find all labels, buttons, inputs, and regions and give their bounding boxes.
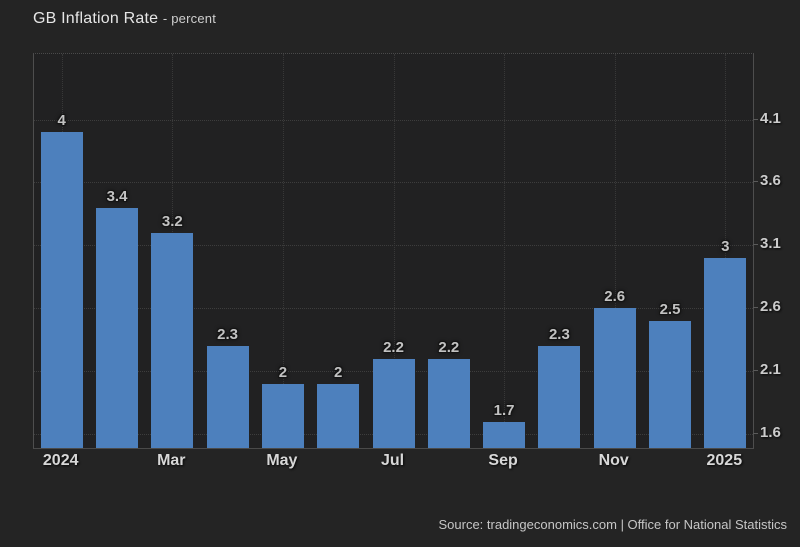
gridline-vertical <box>504 54 506 448</box>
bar-2024[interactable]: 4 <box>40 112 83 448</box>
x-axis-label-2025: 2025 <box>706 452 743 469</box>
bar-value-label: 1.7 <box>493 401 515 419</box>
bar-value-label: 2.5 <box>659 300 681 318</box>
bar-value-label: 2.2 <box>438 338 460 356</box>
chart-title-text: GB Inflation Rate <box>33 10 159 27</box>
bar-may[interactable]: 2 <box>261 364 304 448</box>
y-axis-tick-mark <box>753 370 758 372</box>
plot-area: 4 3.4 3.2 2.3 2 2 2.2 2.2 1.7 2.3 2.6 2.5 3 <box>33 53 754 449</box>
bar-value-label: 2.3 <box>548 326 570 343</box>
x-axis-label-mar: Mar <box>157 452 186 469</box>
source-attribution: Source: tradingeconomics.com | Office fo… <box>438 517 787 532</box>
y-axis-label: 3.6 <box>760 172 781 190</box>
chart-subtitle-text: - percent <box>162 11 217 26</box>
y-axis-tick-mark <box>753 244 758 246</box>
bar-nov[interactable]: 2.6 <box>593 288 636 448</box>
x-axis-label-jul: Jul <box>380 452 405 469</box>
bar-value-label: 2 <box>278 363 288 381</box>
bar-2025[interactable]: 3 <box>704 238 747 448</box>
y-axis-label: 3.1 <box>760 235 781 253</box>
chart-title: GB Inflation Rate - percent <box>33 10 216 28</box>
bar-value-label: 3 <box>721 237 730 255</box>
bar-oct[interactable]: 2.3 <box>538 326 581 448</box>
gridline-vertical <box>393 54 395 448</box>
y-axis-tick-mark <box>753 433 758 435</box>
bar-mar[interactable]: 3.2 <box>151 213 194 448</box>
y-axis-label: 2.1 <box>760 361 781 379</box>
y-axis-label: 1.6 <box>760 424 781 442</box>
bar-apr[interactable]: 2.3 <box>206 326 249 448</box>
bar-jun[interactable]: 2 <box>317 364 360 448</box>
bar-value-label: 4 <box>57 112 66 129</box>
bar-value-label: 2.6 <box>604 288 626 306</box>
bar-value-label: 3.4 <box>106 187 128 205</box>
bar-value-label: 2.2 <box>383 338 404 356</box>
y-axis-label: 4.1 <box>760 109 781 127</box>
x-axis-label-2024: 2024 <box>42 452 79 469</box>
bar-value-label: 2 <box>334 363 343 381</box>
y-axis-tick-mark <box>753 307 758 309</box>
x-axis-label-may: May <box>266 452 298 469</box>
bar-value-label: 3.2 <box>161 212 183 230</box>
bar-feb[interactable]: 3.4 <box>96 188 138 448</box>
y-axis-label: 2.6 <box>760 298 781 316</box>
bar-sep[interactable]: 1.7 <box>483 402 526 448</box>
gridline-vertical <box>282 54 284 448</box>
x-axis-label-nov: Nov <box>598 452 629 469</box>
gridline-vertical <box>614 54 616 448</box>
bar-aug[interactable]: 2.2 <box>427 339 470 448</box>
gridline-vertical <box>725 54 727 448</box>
y-axis-tick-mark <box>753 118 758 120</box>
bar-dec[interactable]: 2.5 <box>649 301 691 448</box>
bar-value-label: 2.3 <box>217 326 239 343</box>
x-axis-label-sep: Sep <box>488 452 518 469</box>
bar-jul[interactable]: 2.2 <box>372 339 415 448</box>
y-axis-tick-mark <box>753 181 758 183</box>
